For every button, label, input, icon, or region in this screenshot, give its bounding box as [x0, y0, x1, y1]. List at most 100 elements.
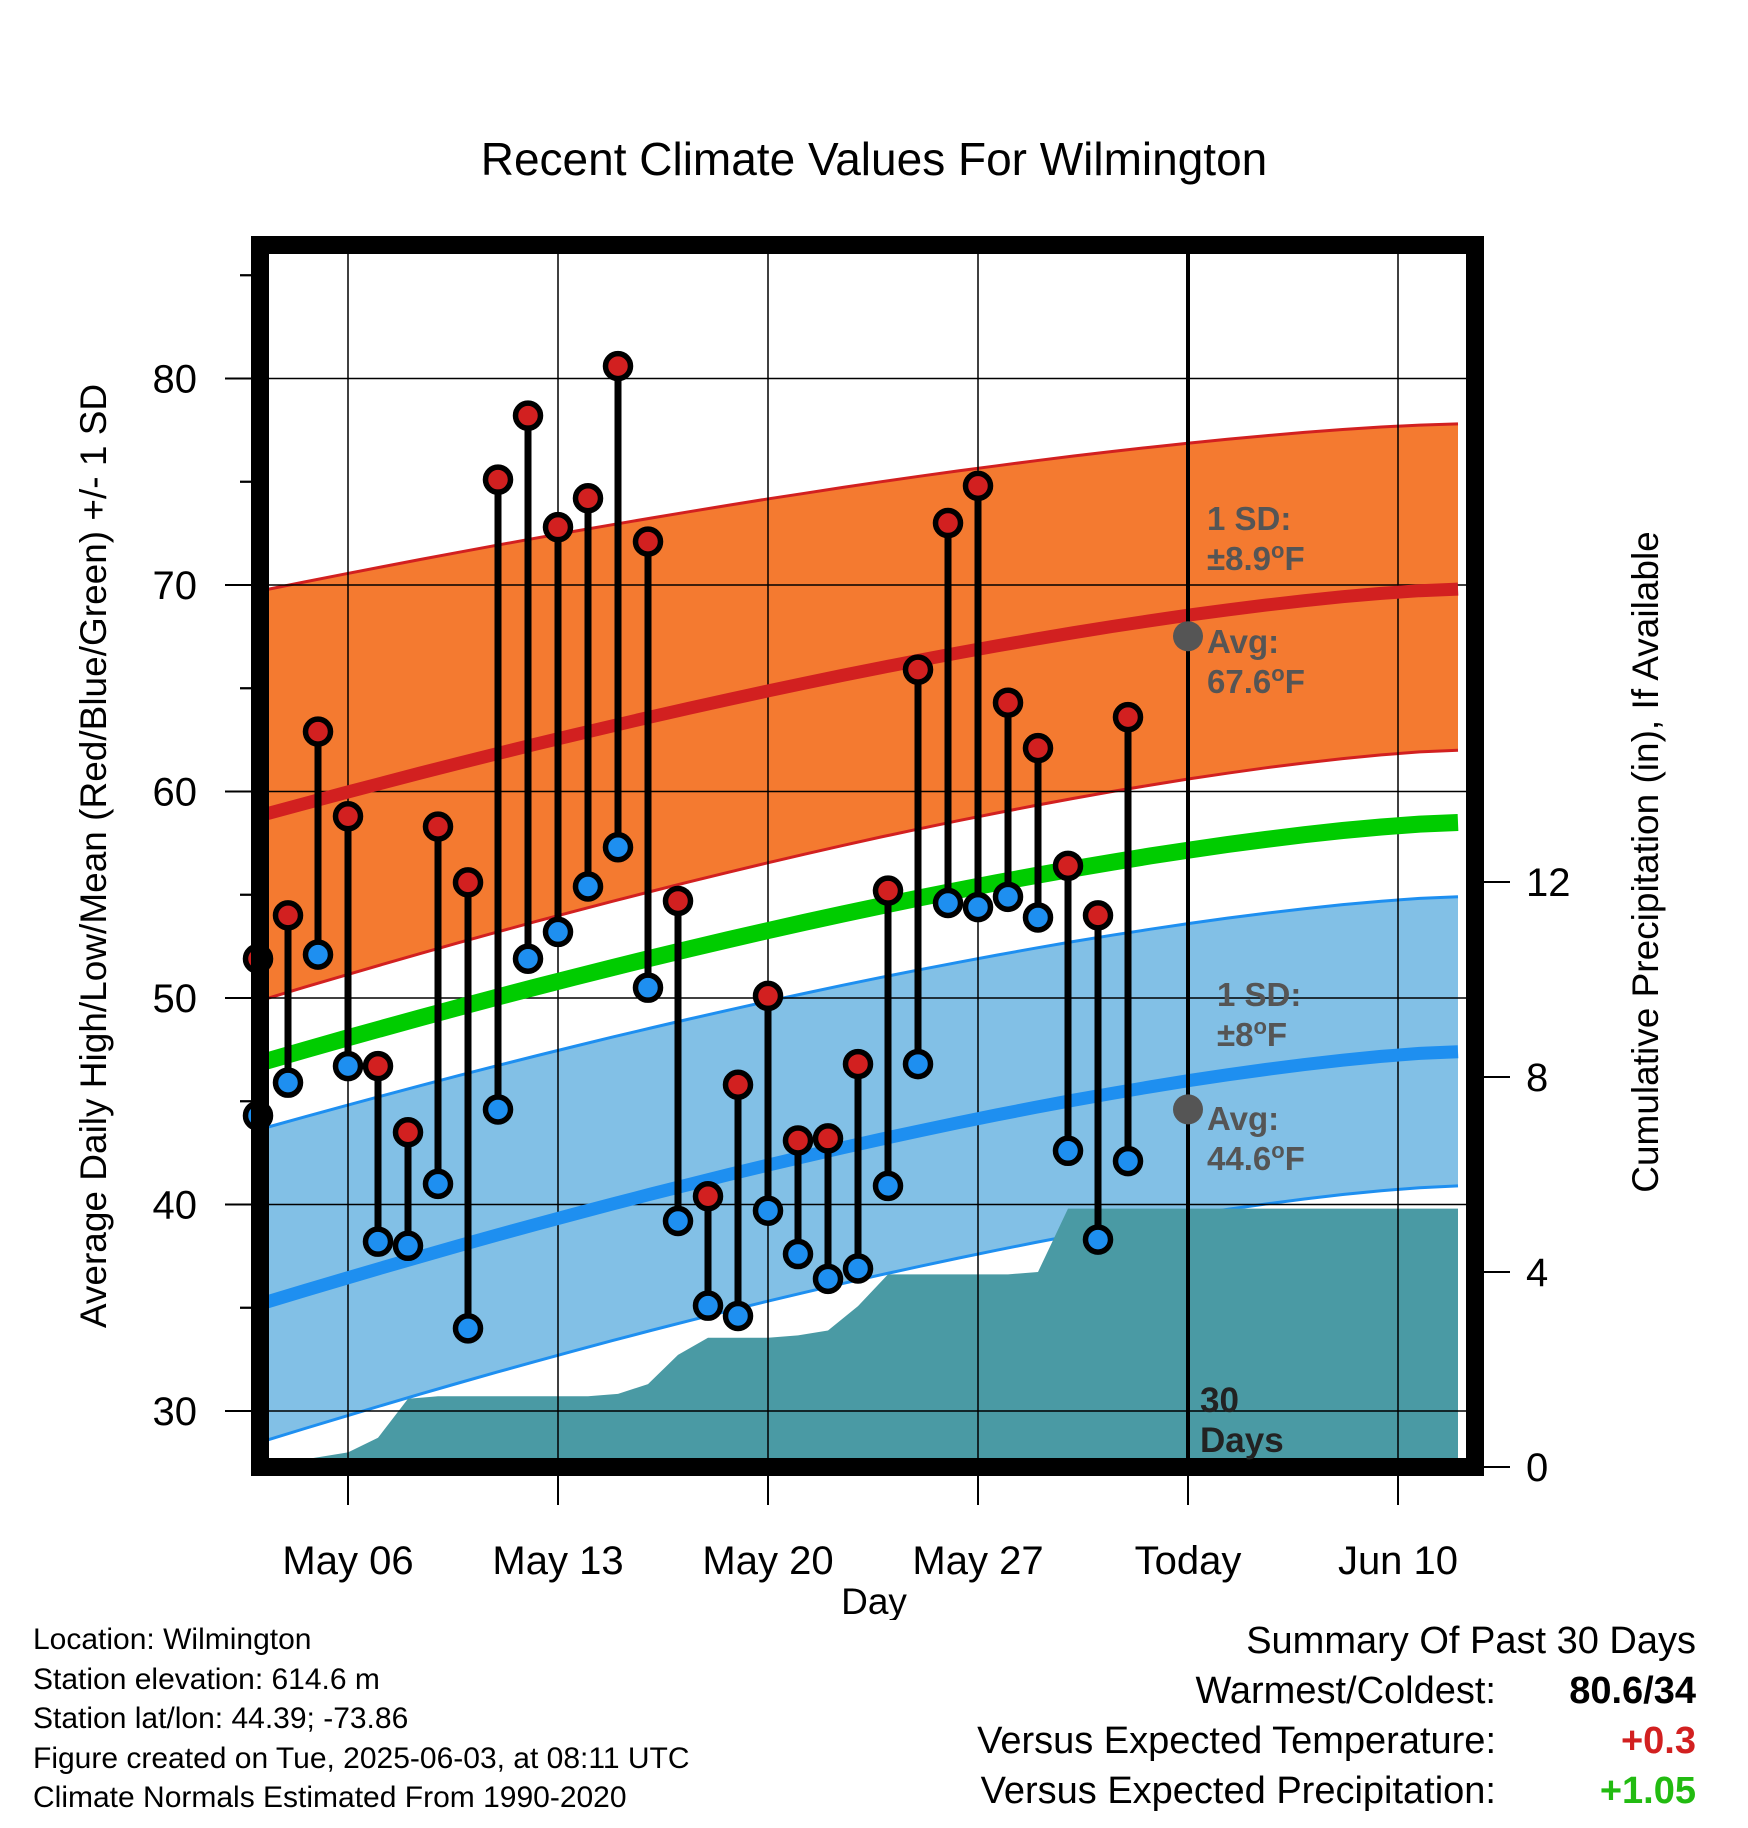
- low-point-7: [452, 1313, 484, 1344]
- low-point-28: [1082, 1224, 1114, 1255]
- high-sd-anno-line2: ±8.9oF: [1207, 538, 1305, 577]
- mean-avg-line: [260, 814, 1459, 1072]
- y-right-tick-label-1: 4: [1526, 1251, 1548, 1295]
- precip-label: Versus Expected Precipitation:: [980, 1770, 1496, 1812]
- high-point-15: [692, 1180, 724, 1212]
- high-point-6: [422, 811, 454, 842]
- low-point-11: [572, 871, 604, 902]
- high-point-17: [752, 980, 784, 1012]
- low-point-3: [332, 1050, 364, 1082]
- high-sd-anno-line1: 1 SD:: [1207, 500, 1291, 537]
- low-point-22: [902, 1048, 934, 1080]
- high-point-12: [602, 350, 634, 382]
- high-point-10: [542, 511, 574, 543]
- plot-border: [251, 236, 1484, 1476]
- days-anno-line1: 30: [1200, 1381, 1239, 1420]
- high-point-1: [272, 900, 304, 931]
- low-point-25: [992, 881, 1024, 913]
- precip-row: Versus Expected Precipitation: +1.05: [796, 1770, 1696, 1820]
- summary-title-row: Summary Of Past 30 Days: [796, 1620, 1696, 1670]
- precip-value: +1.05: [1599, 1770, 1696, 1812]
- low-point-2: [302, 939, 334, 970]
- low-sd-anno-line1: 1 SD:: [1217, 976, 1301, 1013]
- chart-title: Recent Climate Values For Wilmington: [481, 133, 1268, 185]
- high-avg-anno-line2: 67.6oF: [1207, 661, 1305, 700]
- high-point-25: [992, 687, 1024, 718]
- x-axis-label: Day: [841, 1581, 907, 1620]
- plot-frame: [251, 236, 1484, 1476]
- low-avg-anno-line1: Avg:: [1207, 1100, 1279, 1137]
- high-point-18: [782, 1125, 814, 1156]
- y-axis-label: Average Daily High/Low/Mean (Red/Blue/Gr…: [73, 384, 114, 1328]
- high-avg-line: [260, 582, 1459, 823]
- summary-panel: Summary Of Past 30 Days Warmest/Coldest:…: [796, 1620, 1696, 1820]
- high-point-3: [332, 801, 364, 832]
- summary-title: Summary Of Past 30 Days: [1246, 1620, 1696, 1662]
- low-point-12: [602, 832, 634, 863]
- high-avg-today-dot: [1173, 621, 1203, 652]
- low-point-23: [932, 887, 964, 919]
- precip-cumulative-area: [260, 1208, 1458, 1467]
- high-point-19: [812, 1123, 844, 1154]
- low-point-18: [782, 1238, 814, 1270]
- high-point-16: [722, 1069, 754, 1100]
- high-point-7: [452, 867, 484, 898]
- low-point-27: [1052, 1135, 1084, 1167]
- high-point-2: [302, 716, 334, 747]
- high-point-21: [872, 875, 904, 906]
- high-sd-band-upper-edge: [260, 422, 1459, 593]
- y-right-tick-label-2: 8: [1526, 1056, 1548, 1100]
- high-point-20: [842, 1048, 874, 1080]
- high-point-28: [1082, 900, 1114, 931]
- station-info: Location: Wilmington Station elevation: …: [33, 1620, 690, 1818]
- low-point-15: [692, 1290, 724, 1321]
- low-point-1: [272, 1067, 304, 1098]
- warmest-row: Warmest/Coldest: 80.6/34: [796, 1670, 1696, 1720]
- high-sd-band-lower-edge: [260, 748, 1459, 1003]
- low-point-24: [962, 891, 994, 923]
- x-tick-label-5: Jun 10: [1338, 1539, 1458, 1583]
- high-point-5: [392, 1116, 424, 1148]
- low-sd-band-lower-edge: [260, 1184, 1459, 1444]
- high-point-14: [662, 885, 694, 917]
- latlon-text: Station lat/lon: 44.39; -73.86: [33, 1702, 409, 1735]
- x-tick-label-4: Today: [1135, 1539, 1242, 1583]
- y-tick-label-0: 30: [153, 1390, 198, 1434]
- high-point-22: [902, 654, 934, 685]
- temp-row: Versus Expected Temperature: +0.3: [796, 1720, 1696, 1770]
- temp-value: +0.3: [1620, 1720, 1696, 1762]
- axis-ticks: 30 40 50 60 70 80 0 4 8 12 May 06 May 13 May 20 May 2…: [153, 274, 1571, 1583]
- low-sd-anno-line2: ±8oF: [1217, 1014, 1287, 1053]
- low-point-6: [422, 1168, 454, 1200]
- climate-chart: Recent Climate Values For Wilmington 30 4…: [73, 133, 1666, 1620]
- created-text: Figure created on Tue, 2025-06-03, at 08…: [33, 1741, 690, 1775]
- normals-text: Climate Normals Estimated From 1990-2020: [33, 1781, 627, 1814]
- low-point-20: [842, 1253, 874, 1284]
- low-point-16: [722, 1300, 754, 1332]
- high-point-8: [482, 464, 514, 495]
- y-axis-right-label: Cumulative Precipitation (in), If Availa…: [1625, 531, 1666, 1193]
- low-avg-anno-line2: 44.6oF: [1207, 1138, 1305, 1177]
- high-point-13: [632, 526, 664, 557]
- y-tick-label-1: 40: [153, 1184, 198, 1228]
- low-point-10: [542, 916, 574, 948]
- high-point-26: [1022, 732, 1054, 764]
- precipitation-area: [260, 1208, 1458, 1467]
- low-point-9: [512, 943, 544, 975]
- y-tick-label-5: 80: [153, 358, 198, 402]
- high-point-4: [362, 1050, 394, 1082]
- low-point-4: [362, 1226, 394, 1257]
- x-tick-label-1: May 13: [492, 1539, 623, 1583]
- high-avg-anno-line1: Avg:: [1207, 623, 1279, 660]
- y-tick-label-3: 60: [153, 771, 198, 815]
- y-right-tick-label-0: 0: [1526, 1446, 1548, 1490]
- x-tick-label-0: May 06: [282, 1539, 413, 1583]
- low-point-19: [812, 1263, 844, 1295]
- high-point-29: [1112, 701, 1144, 733]
- days-anno-line2: Days: [1200, 1421, 1284, 1460]
- low-point-29: [1112, 1145, 1144, 1177]
- low-point-8: [482, 1094, 514, 1125]
- high-point-11: [572, 483, 604, 514]
- location-text: Location: Wilmington: [33, 1623, 312, 1656]
- warmest-value: 80.6/34: [1569, 1670, 1696, 1712]
